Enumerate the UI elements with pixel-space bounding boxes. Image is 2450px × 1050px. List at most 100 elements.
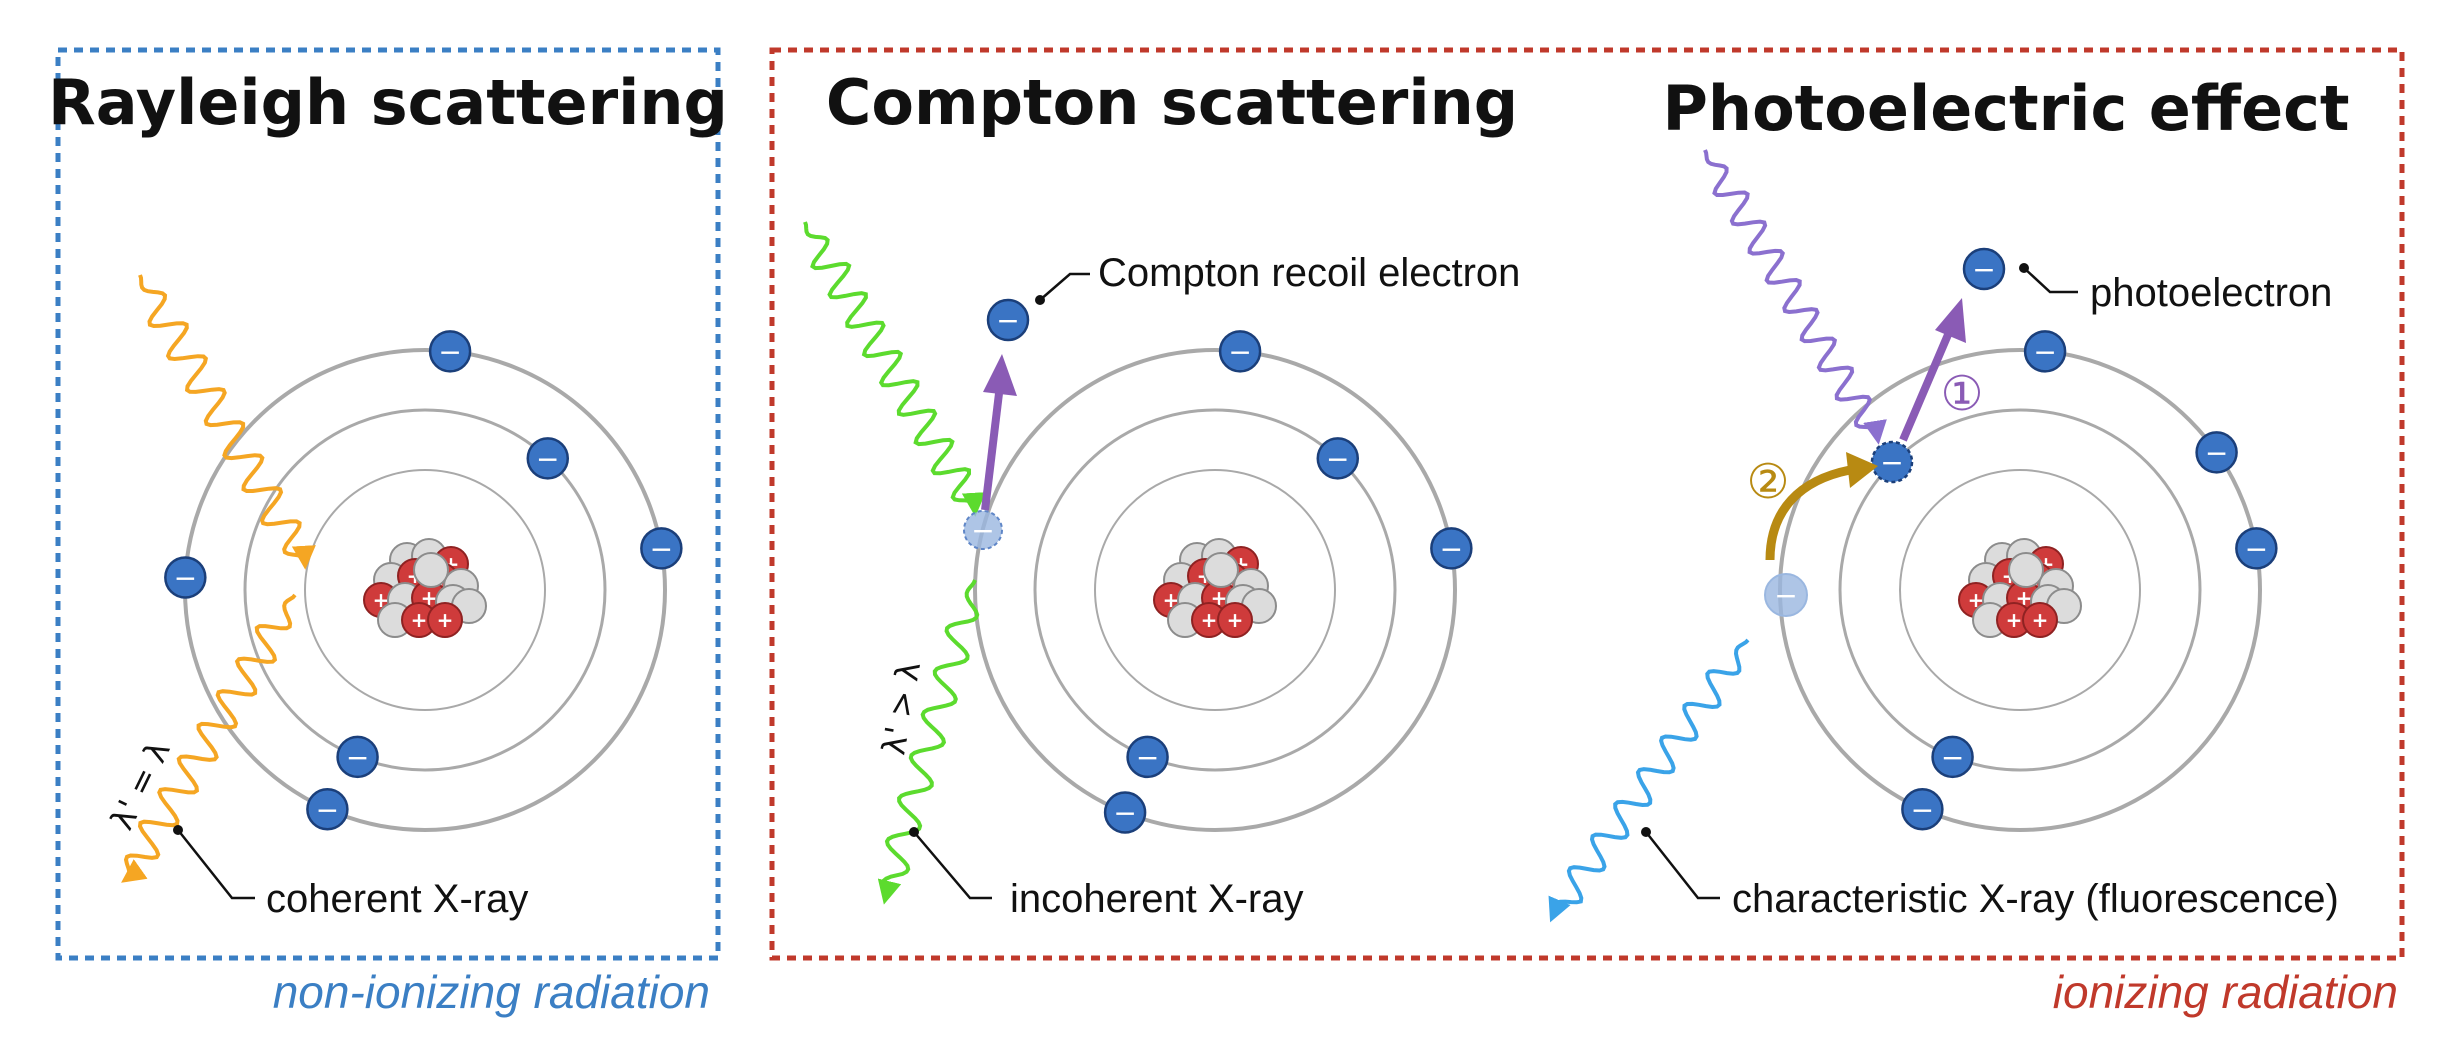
electron-transition-arrowhead: [1846, 452, 1878, 488]
photoelectric-atom: +++++++−−−−−: [1778, 330, 2278, 832]
ionizing-caption: ionizing radiation: [2053, 966, 2398, 1018]
svg-text:−: −: [1972, 253, 1995, 286]
electron: −: [1931, 735, 1974, 779]
svg-text:+: +: [2032, 608, 2049, 632]
electron: −: [1218, 330, 1262, 373]
electron: −: [1901, 788, 1944, 831]
electron: −: [2235, 527, 2278, 570]
ionizing-frame: [769, 47, 2405, 961]
svg-text:−: −: [438, 335, 461, 368]
orbit-shell: [304, 469, 546, 711]
svg-text:−: −: [1941, 741, 1964, 774]
svg-text:−: −: [1880, 446, 1903, 479]
neutron: [1203, 552, 1239, 588]
compton-recoil-electron: −: [986, 298, 1030, 342]
svg-text:−: −: [536, 442, 559, 475]
fluorescence-photon: [1548, 638, 1750, 923]
proton: +: [1217, 602, 1253, 638]
compton-leader-dot: [909, 827, 919, 837]
compton-recoil-arrowhead: [983, 354, 1017, 396]
photoelectron-label: photoelectron: [2090, 271, 2332, 315]
electron: −: [1316, 437, 1360, 480]
orbit-shell: [973, 348, 1457, 832]
incoherent-xray-label: incoherent X-ray: [1010, 877, 1303, 921]
photoelectron-arrowhead: [1935, 298, 1966, 343]
svg-text:+: +: [1227, 608, 1244, 632]
electron: −: [336, 735, 379, 779]
orbit-shell: [1838, 408, 2202, 772]
svg-text:−: −: [1911, 793, 1934, 826]
proton: +: [427, 602, 463, 638]
svg-text:−: −: [1136, 741, 1159, 774]
neutron: [2008, 552, 2044, 588]
photoelectron-arrow: [1899, 328, 1954, 442]
svg-text:−: −: [1228, 335, 1251, 368]
orbit-shell: [1033, 408, 1397, 772]
electron-transition-arrow: [1765, 465, 1851, 561]
svg-text:−: −: [1326, 442, 1349, 475]
photoelectric-incident-photon: [1703, 149, 1887, 445]
electron: −: [164, 556, 207, 599]
svg-text:−: −: [316, 793, 339, 826]
electron: −: [640, 527, 683, 570]
photoelectron: −: [1962, 247, 2006, 291]
svg-text:+: +: [2006, 608, 2023, 632]
svg-text:−: −: [2205, 436, 2228, 469]
svg-text:−: −: [650, 532, 673, 565]
svg-text:−: −: [1774, 579, 1797, 612]
photoelectron-leader-dot: [2019, 263, 2029, 273]
electron: −: [1126, 735, 1169, 779]
compton-title: Compton scattering: [826, 66, 1518, 139]
electron: −: [526, 437, 570, 480]
step-one-marker: ①: [1940, 366, 1983, 422]
compton-vacancy-sign: −: [971, 514, 994, 547]
svg-text:−: −: [996, 304, 1019, 337]
compton-recoil-arrow: [981, 384, 1004, 511]
svg-text:−: −: [174, 561, 197, 594]
compton-scattered-photon: [877, 579, 980, 905]
rayleigh-incident-photon: [138, 274, 316, 570]
fluorescence-leader-dot: [1641, 827, 1651, 837]
proton: +: [1191, 602, 1227, 638]
orbit-shell: [1094, 469, 1336, 711]
electron: −: [428, 330, 472, 373]
svg-text:−: −: [346, 741, 369, 774]
electron: −: [1103, 791, 1147, 834]
outer-vacancy-electron: −: [1764, 573, 1808, 617]
svg-text:+: +: [1201, 608, 1218, 632]
compton-recoil-label: Compton recoil electron: [1098, 251, 1520, 295]
electron: −: [2195, 431, 2238, 474]
step-two-marker: ②: [1746, 454, 1789, 510]
svg-text:+: +: [437, 608, 454, 632]
compton-label-leader: [913, 831, 992, 900]
rayleigh-title: Rayleigh scattering: [48, 66, 728, 139]
svg-text:+: +: [411, 608, 428, 632]
photoelectron-label-leader: [2023, 267, 2078, 294]
svg-text:−: −: [1113, 797, 1136, 830]
electron: −: [1430, 527, 1473, 570]
photoelectric-title: Photoelectric effect: [1662, 72, 2349, 145]
electron: −: [306, 788, 349, 831]
recoil-label-leader: [1039, 272, 1090, 301]
rayleigh-label-leader: [177, 829, 255, 900]
fluorescence-label: characteristic X-ray (fluorescence): [1732, 877, 2339, 921]
svg-text:−: −: [2245, 532, 2268, 565]
rayleigh-leader-dot: [173, 825, 183, 835]
ejected-inner-electron: −: [1870, 440, 1914, 484]
orbit-shell: [1899, 469, 2141, 711]
compton-atom: +++++++−−−−−: [973, 330, 1473, 834]
neutron: [413, 552, 449, 588]
proton: +: [2022, 602, 2058, 638]
rayleigh-wavelength-relation: λ' = λ: [102, 735, 177, 836]
orbit-shell: [243, 408, 607, 772]
non-ionizing-caption: non-ionizing radiation: [273, 966, 710, 1018]
rayleigh-atom: +++++++−−−−−−: [164, 330, 683, 832]
rayleigh-scattered-photon: [121, 593, 297, 883]
electron: −: [2023, 330, 2067, 373]
compton-wavelength-relation: λ' > λ: [874, 659, 928, 758]
compton-vacancy: [963, 510, 1003, 550]
recoil-leader-dot: [1035, 295, 1045, 305]
fluorescence-label-leader: [1645, 831, 1720, 900]
coherent-xray-label: coherent X-ray: [266, 877, 528, 921]
